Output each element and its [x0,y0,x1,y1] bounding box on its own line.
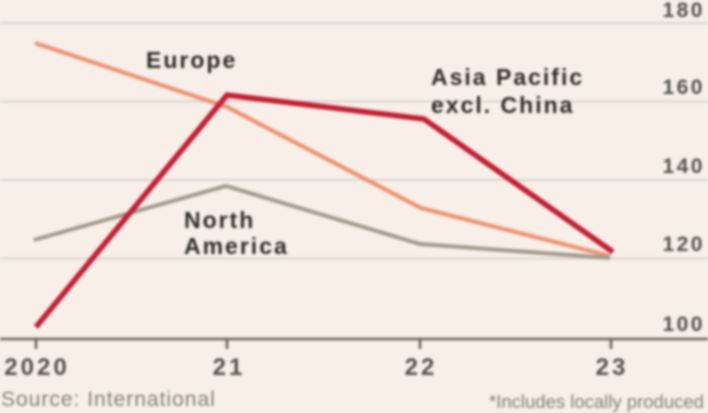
svg-text:23: 23 [596,354,629,381]
svg-text:Europe: Europe [146,47,237,73]
svg-text:140: 140 [662,155,705,178]
svg-text:160: 160 [662,76,705,99]
svg-text:excl. China: excl. China [431,92,574,118]
svg-text:21: 21 [213,354,246,381]
svg-text:*Includes locally produced: *Includes locally produced [489,391,704,412]
svg-text:22: 22 [405,354,438,381]
svg-text:Source: International: Source: International [1,388,216,411]
svg-text:180: 180 [662,0,705,22]
svg-text:Asia Pacific: Asia Pacific [431,64,584,90]
svg-text:North: North [184,207,255,233]
svg-text:America: America [184,233,289,259]
svg-text:100: 100 [662,313,705,336]
svg-text:2020: 2020 [4,354,69,381]
svg-text:120: 120 [662,233,705,256]
